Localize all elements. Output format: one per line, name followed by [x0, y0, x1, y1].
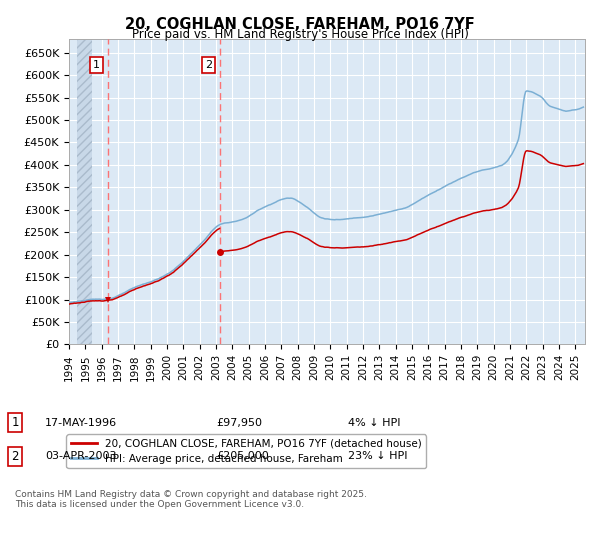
Legend: 20, COGHLAN CLOSE, FAREHAM, PO16 7YF (detached house), HPI: Average price, detac: 20, COGHLAN CLOSE, FAREHAM, PO16 7YF (de…	[67, 435, 426, 468]
Text: 2: 2	[11, 450, 19, 463]
Text: 03-APR-2003: 03-APR-2003	[45, 451, 116, 461]
Text: 17-MAY-1996: 17-MAY-1996	[45, 418, 117, 428]
Text: 1: 1	[11, 416, 19, 430]
Text: 1: 1	[93, 60, 100, 70]
Text: £97,950: £97,950	[216, 418, 262, 428]
Text: 4% ↓ HPI: 4% ↓ HPI	[348, 418, 401, 428]
Text: Contains HM Land Registry data © Crown copyright and database right 2025.
This d: Contains HM Land Registry data © Crown c…	[15, 490, 367, 510]
Text: 2: 2	[205, 60, 212, 70]
Text: Price paid vs. HM Land Registry's House Price Index (HPI): Price paid vs. HM Land Registry's House …	[131, 28, 469, 41]
Text: £205,000: £205,000	[216, 451, 269, 461]
Text: 20, COGHLAN CLOSE, FAREHAM, PO16 7YF: 20, COGHLAN CLOSE, FAREHAM, PO16 7YF	[125, 17, 475, 32]
Text: 23% ↓ HPI: 23% ↓ HPI	[348, 451, 407, 461]
